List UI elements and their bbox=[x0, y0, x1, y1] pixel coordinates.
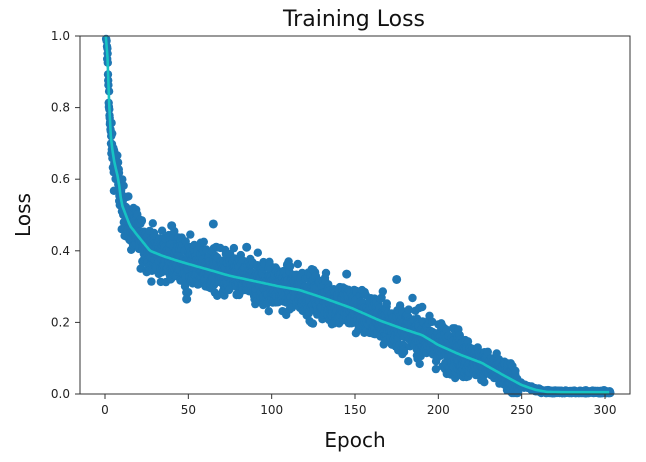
x-tick-label: 250 bbox=[510, 403, 533, 417]
x-tick-label: 100 bbox=[260, 403, 283, 417]
plot-area bbox=[101, 34, 615, 398]
smoothed-loss-line bbox=[104, 35, 610, 394]
y-tick-label: 0.4 bbox=[51, 244, 70, 258]
x-tick-label: 50 bbox=[181, 403, 196, 417]
x-tick-label: 300 bbox=[594, 403, 617, 417]
x-tick-label: 150 bbox=[344, 403, 367, 417]
x-tick-label: 200 bbox=[427, 403, 450, 417]
y-tick-label: 0.2 bbox=[51, 315, 70, 329]
chart-title: Training Loss bbox=[282, 7, 425, 32]
y-tick-label: 1.0 bbox=[51, 29, 70, 43]
x-tick-label: 0 bbox=[101, 403, 109, 417]
y-axis-ticks: 0.0 0.2 0.4 0.6 0.8 1.0 bbox=[51, 29, 80, 401]
x-axis-label: Epoch bbox=[324, 428, 385, 452]
y-tick-label: 0.8 bbox=[51, 101, 70, 115]
y-tick-label: 0.0 bbox=[51, 387, 70, 401]
x-axis-ticks: 0 50 100 150 200 250 300 bbox=[101, 394, 616, 417]
y-axis-label: Loss bbox=[11, 193, 35, 237]
plot-frame bbox=[79, 35, 631, 395]
y-tick-label: 0.6 bbox=[51, 172, 70, 186]
scatter-points bbox=[101, 34, 615, 398]
